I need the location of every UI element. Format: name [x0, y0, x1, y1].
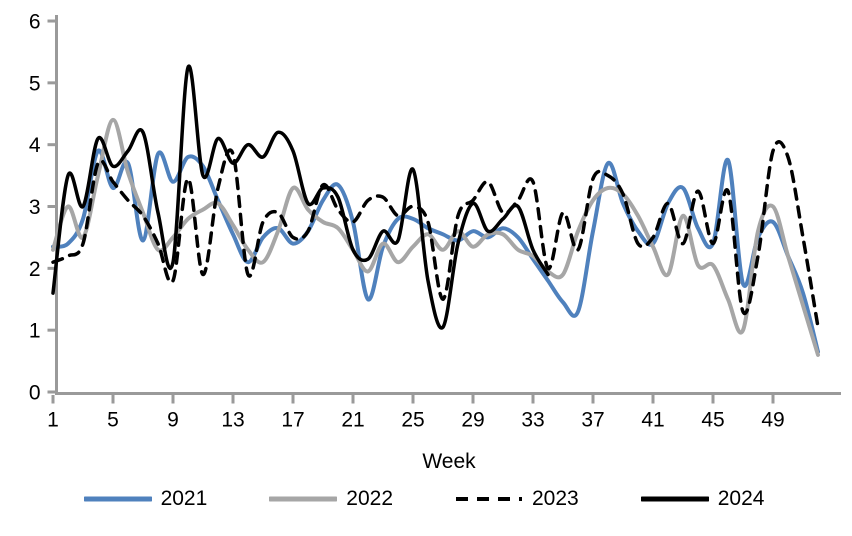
x-tick-label: 41	[641, 409, 664, 432]
x-tick-label: 49	[761, 409, 784, 432]
x-tick-label: 1	[47, 409, 59, 432]
legend-swatch-2023	[456, 497, 522, 501]
legend-item-2021: 2021	[83, 487, 208, 511]
series-line-2023	[51, 140, 820, 329]
series-lines	[51, 64, 820, 357]
series-line-2021	[51, 148, 820, 354]
x-axis-title: Week	[422, 450, 476, 473]
x-tick-label: 29	[461, 409, 484, 432]
x-tick-label: 13	[221, 409, 244, 432]
x-tick-label: 45	[701, 409, 724, 432]
legend: 2021 2022 2023 2024	[0, 487, 848, 511]
x-tick-label: 17	[281, 409, 304, 432]
legend-label-2021: 2021	[160, 487, 208, 510]
y-tick-label: 4	[29, 134, 41, 157]
y-tick-label: 2	[29, 258, 41, 281]
y-tick-label: 1	[29, 320, 41, 343]
y-axis-ticks: 0 1 2 3 4 5 6	[29, 11, 57, 405]
x-tick-label: 25	[401, 409, 424, 432]
legend-label-2023: 2023	[532, 487, 579, 510]
y-tick-label: 6	[29, 11, 41, 34]
x-tick-label: 9	[167, 409, 179, 432]
legend-swatch-2021	[83, 496, 152, 502]
y-tick-label: 5	[29, 72, 41, 95]
legend-item-2024: 2024	[640, 487, 765, 511]
y-tick-label: 3	[29, 196, 41, 219]
x-tick-label: 37	[581, 409, 604, 432]
x-tick-label: 5	[107, 409, 119, 432]
y-tick-label: 0	[29, 382, 41, 405]
legend-item-2022: 2022	[269, 487, 393, 511]
x-axis-ticks: 1 5 9 13 17 21 25 29 33 37 41 45 49	[47, 395, 785, 432]
legend-label-2022: 2022	[346, 487, 393, 510]
legend-swatch-2024	[640, 496, 709, 502]
legend-swatch-2022	[269, 496, 338, 502]
x-tick-label: 21	[341, 409, 364, 432]
x-tick-label: 33	[521, 409, 544, 432]
legend-item-2023: 2023	[455, 487, 579, 511]
series-line-2024	[51, 64, 550, 330]
legend-label-2024: 2024	[717, 487, 765, 510]
